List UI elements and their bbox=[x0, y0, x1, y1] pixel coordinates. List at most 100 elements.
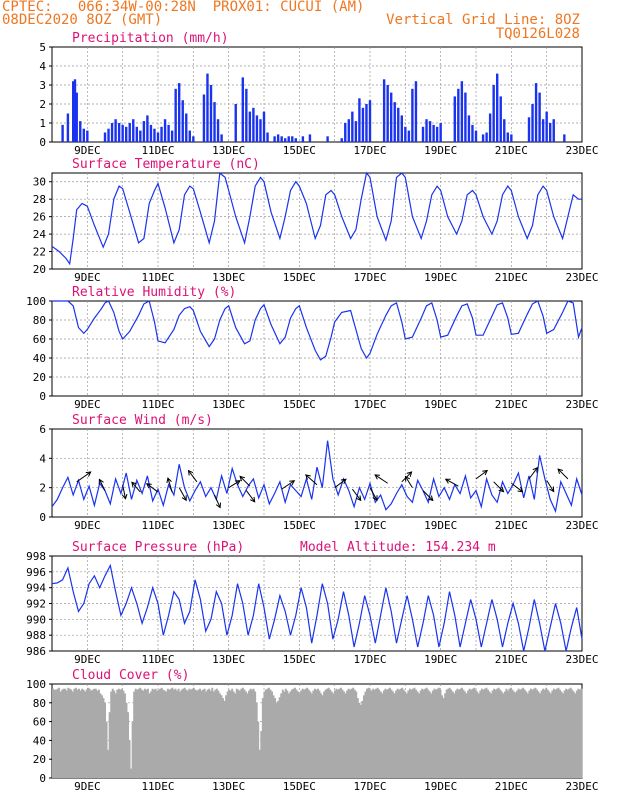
cloud-bar bbox=[52, 688, 54, 778]
cloud-bar bbox=[237, 689, 240, 778]
wind-arrow bbox=[122, 484, 126, 499]
y-tick-label: 40 bbox=[33, 352, 46, 365]
precip-bar bbox=[344, 123, 347, 142]
y-tick-label: 26 bbox=[33, 211, 46, 224]
cloud-bar bbox=[145, 689, 148, 778]
precip-bar bbox=[354, 121, 358, 142]
cloud-bar bbox=[240, 688, 243, 778]
x-tick-label: 9DEC bbox=[74, 398, 101, 411]
x-tick-label: 11DEC bbox=[141, 780, 174, 793]
cloud-bar bbox=[415, 689, 417, 778]
cloud-bar bbox=[505, 688, 508, 778]
precip-bar bbox=[294, 138, 297, 142]
precip-bar bbox=[192, 136, 195, 142]
x-tick-label: 13DEC bbox=[212, 519, 245, 532]
cloud-bar bbox=[179, 691, 182, 778]
cloud-bar bbox=[243, 689, 246, 778]
cloud-bar bbox=[283, 691, 286, 778]
cloud-bar bbox=[294, 687, 296, 778]
cloud-bar bbox=[56, 688, 59, 778]
x-tick-label: 23DEC bbox=[565, 653, 598, 666]
precip-bar bbox=[404, 126, 407, 142]
precip-bar bbox=[73, 79, 77, 142]
cloud-bar bbox=[257, 721, 260, 778]
cloud-bar bbox=[154, 688, 157, 778]
y-tick-label: 988 bbox=[26, 629, 46, 642]
x-tick-label: 17DEC bbox=[353, 519, 386, 532]
precip-bar bbox=[492, 85, 495, 142]
cloud-bar bbox=[557, 687, 560, 778]
cloud-bar bbox=[189, 689, 192, 778]
precip-bar bbox=[361, 107, 365, 142]
cloud-bar bbox=[393, 693, 396, 778]
precip-bar bbox=[510, 134, 513, 142]
precip-bar bbox=[474, 130, 478, 142]
precip-bar bbox=[340, 138, 343, 142]
wind-arrow bbox=[178, 487, 187, 501]
x-tick-label: 23DEC bbox=[565, 780, 598, 793]
cloud-bar bbox=[580, 688, 583, 778]
cloud-bar bbox=[97, 689, 100, 778]
precip-bar bbox=[61, 124, 64, 142]
cloud-bar bbox=[182, 688, 185, 778]
cloud-bar bbox=[65, 690, 68, 778]
cloud-bar bbox=[220, 695, 223, 778]
cloud-bar bbox=[465, 693, 468, 778]
precip-bar bbox=[485, 132, 488, 142]
precip-bar bbox=[185, 113, 188, 142]
y-tick-label: 40 bbox=[33, 734, 46, 747]
cloud-bar bbox=[491, 690, 494, 778]
cloud-bar bbox=[525, 691, 528, 778]
cloud-bar bbox=[317, 688, 319, 778]
y-tick-label: 0 bbox=[39, 136, 46, 149]
precip-bar bbox=[506, 132, 509, 142]
cloud-bar bbox=[522, 687, 525, 778]
cloud-bar bbox=[280, 693, 283, 778]
cloud-bar bbox=[289, 691, 292, 778]
precip-bar bbox=[273, 136, 276, 142]
cloud-bar bbox=[197, 689, 200, 778]
cloud-bar bbox=[329, 689, 332, 778]
cloud-bar bbox=[343, 691, 345, 778]
cloud-bar bbox=[117, 688, 120, 778]
cloud-bar bbox=[91, 689, 94, 778]
cloud-bar bbox=[427, 689, 430, 778]
x-tick-label: 21DEC bbox=[495, 398, 528, 411]
cloud-bar bbox=[404, 691, 407, 778]
precip-bar bbox=[125, 126, 128, 142]
cloud-bar bbox=[421, 688, 424, 778]
cloud-bar bbox=[223, 700, 226, 778]
cloud-bar bbox=[226, 691, 229, 778]
cloud-bar bbox=[485, 687, 488, 778]
y-tick-label: 998 bbox=[26, 550, 46, 563]
cloud-bar bbox=[185, 689, 188, 778]
y-tick-label: 100 bbox=[26, 678, 46, 691]
cloud-bar bbox=[278, 697, 281, 778]
y-tick-label: 100 bbox=[26, 295, 46, 308]
x-tick-label: 23DEC bbox=[565, 519, 598, 532]
cloud-bar bbox=[195, 690, 198, 778]
precip-bar bbox=[213, 102, 216, 142]
cloud-bar bbox=[133, 691, 136, 778]
cloud-bar bbox=[392, 691, 394, 778]
precip-bar bbox=[79, 121, 82, 142]
cloud-bar bbox=[487, 689, 489, 778]
cloud-bar bbox=[238, 690, 241, 778]
x-tick-label: 9DEC bbox=[74, 144, 101, 157]
precip-bar bbox=[82, 128, 85, 142]
x-tick-label: 15DEC bbox=[283, 271, 316, 284]
cloud-bar bbox=[199, 688, 201, 778]
precip-bar bbox=[453, 96, 456, 142]
wind-arrow-head bbox=[249, 496, 256, 503]
wind-arrow bbox=[98, 479, 106, 491]
cloud-bar bbox=[166, 688, 169, 778]
cloud-bar bbox=[411, 688, 414, 778]
cloud-bar bbox=[292, 688, 295, 778]
cloud-bar bbox=[286, 690, 289, 778]
series-line bbox=[51, 171, 582, 266]
precip-bar bbox=[439, 123, 442, 142]
y-tick-label: 24 bbox=[33, 228, 47, 241]
cloud-bar bbox=[304, 688, 307, 778]
precip-bar bbox=[146, 115, 149, 142]
cloud-bar bbox=[131, 721, 134, 778]
